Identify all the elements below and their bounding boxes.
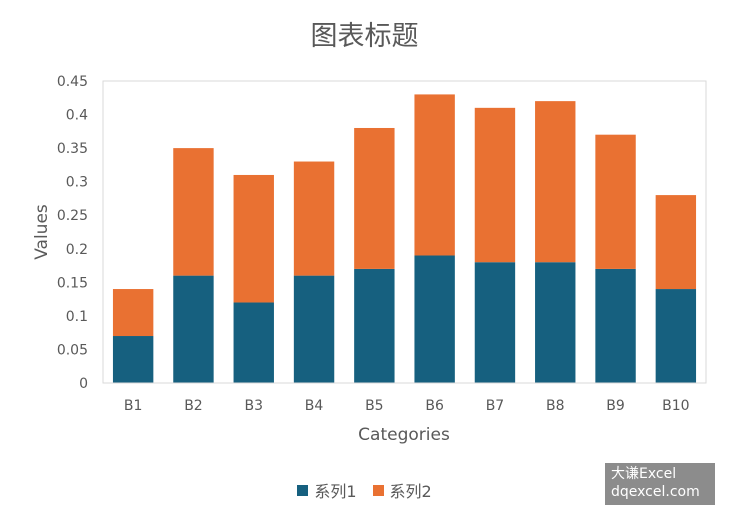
y-tick-label: 0.1 (66, 309, 88, 325)
y-tick-label: 0.15 (57, 275, 88, 291)
y-tick-label: 0.2 (66, 242, 88, 258)
legend-label-series-2: 系列2 (389, 482, 432, 501)
watermark-line-1: 大谦Excel (611, 466, 677, 482)
x-tick-label: B3 (244, 398, 263, 414)
bar-2-B6 (414, 94, 455, 256)
x-tick-label: B7 (486, 398, 505, 414)
y-tick-label: 0.3 (66, 175, 88, 191)
bar-2-B2 (173, 148, 214, 276)
bar-2-B9 (595, 134, 636, 269)
y-tick-label: 0.25 (57, 208, 88, 224)
bar-2-B10 (655, 195, 697, 290)
legend-item-series-1: 系列1 (297, 478, 357, 502)
bar-2-B3 (233, 174, 274, 303)
y-tick-label: 0.35 (57, 141, 88, 157)
legend-item-series-2: 系列2 (372, 478, 432, 502)
y-axis-label: Values (32, 204, 52, 260)
bar-2-B7 (474, 107, 516, 263)
bar-1-B6 (414, 255, 455, 383)
x-tick-label: B5 (365, 398, 384, 414)
x-axis-label: Categories (358, 425, 450, 445)
legend-swatch-series-2 (372, 484, 384, 496)
x-tick-label: B6 (425, 398, 444, 414)
bar-2-B1 (112, 289, 154, 337)
y-tick-label: 0.4 (66, 108, 88, 124)
plot-area: 0 0.05 0.1 0.15 0.2 0.25 0.3 0.35 0.4 0.45 B1 B2 B3… (32, 74, 707, 445)
watermark-line-2: dqexcel.com (611, 484, 700, 500)
bar-1-B10 (655, 289, 697, 383)
x-tick-label: B9 (606, 398, 625, 414)
bar-1-B2 (173, 275, 214, 383)
legend-swatch-series-1 (297, 484, 309, 496)
bar-2-B8 (535, 101, 576, 263)
x-tick-label: B2 (184, 398, 203, 414)
y-tick-label: 0 (79, 376, 88, 392)
bar-1-B5 (354, 268, 395, 383)
legend: 系列1 系列2 (0, 478, 729, 502)
bar-2-B5 (354, 127, 395, 269)
x-tick-label: B1 (124, 398, 143, 414)
bar-1-B8 (535, 262, 576, 383)
y-tick-label: 0.05 (57, 342, 88, 358)
x-tick-label: B10 (662, 398, 689, 414)
bar-1-B4 (293, 275, 335, 383)
x-tick-label: B4 (305, 398, 324, 414)
bar-1-B3 (233, 302, 274, 383)
watermark: 大谦Excel dqexcel.com (605, 463, 715, 505)
bar-1-B9 (595, 268, 636, 383)
bar-1-B1 (112, 336, 154, 383)
x-tick-label: B8 (546, 398, 565, 414)
chart-title: 图表标题 (310, 21, 419, 52)
bar-1-B7 (474, 262, 516, 383)
y-tick-label: 0.45 (57, 74, 88, 90)
bar-2-B4 (293, 161, 335, 276)
legend-label-series-1: 系列1 (314, 482, 357, 501)
